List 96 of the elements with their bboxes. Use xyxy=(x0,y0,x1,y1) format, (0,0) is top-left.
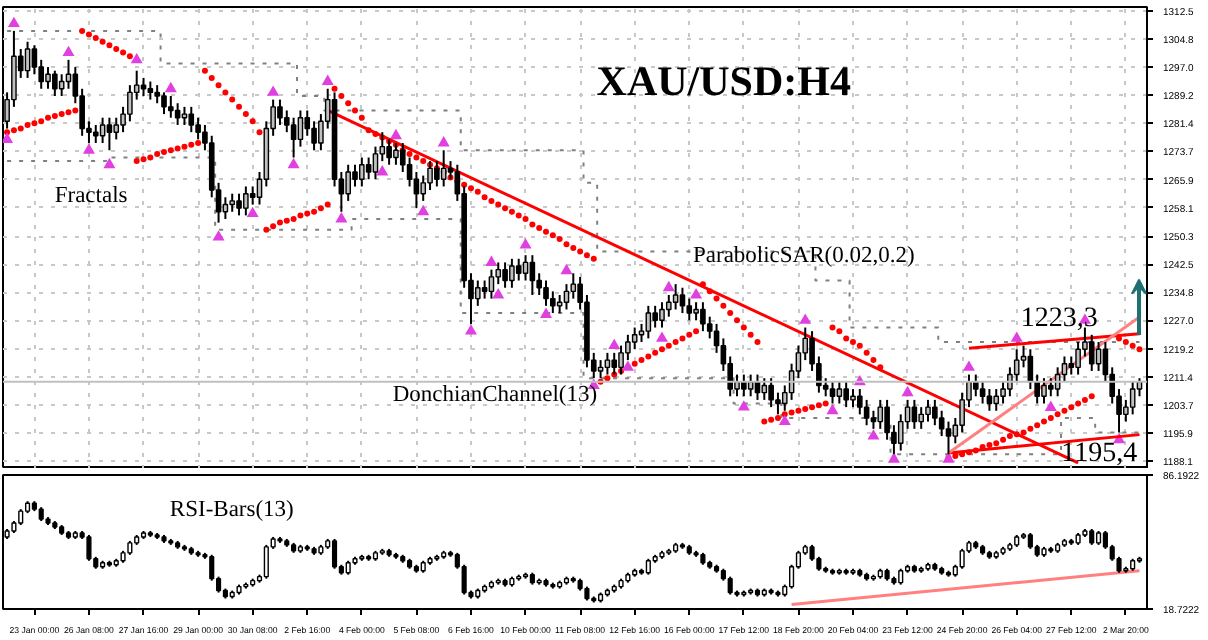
candlestick xyxy=(236,192,242,217)
candlestick xyxy=(959,547,965,570)
annotation: ParabolicSAR(0.02,0.2) xyxy=(692,244,915,269)
candlestick xyxy=(509,257,515,289)
candlestick xyxy=(263,543,269,580)
point xyxy=(962,360,975,371)
candlestick xyxy=(1048,377,1054,398)
candlestick xyxy=(522,254,529,282)
candlestick xyxy=(331,537,338,570)
candlestick xyxy=(168,95,174,119)
point xyxy=(389,128,402,140)
candlestick xyxy=(604,351,611,376)
point xyxy=(485,255,498,266)
candlestick xyxy=(52,69,58,97)
annotation: 1223,3 xyxy=(1020,303,1098,334)
point xyxy=(335,212,348,223)
candlestick xyxy=(652,304,658,329)
point xyxy=(662,280,675,292)
candlestick xyxy=(925,398,931,423)
candlestick xyxy=(140,76,147,97)
text: XAU/USD:H4 xyxy=(596,56,852,105)
candlestick xyxy=(352,163,358,188)
candlestick xyxy=(1068,355,1075,376)
point xyxy=(464,324,477,335)
candlestick xyxy=(993,388,1000,412)
point xyxy=(560,263,573,275)
candlestick xyxy=(243,185,249,217)
candlestick xyxy=(359,156,365,188)
candlestick xyxy=(850,388,856,409)
candlestick xyxy=(86,533,92,562)
point xyxy=(690,288,703,299)
candlestick xyxy=(543,279,549,307)
point xyxy=(437,136,450,147)
candlestick xyxy=(488,268,495,300)
candlestick xyxy=(474,279,481,307)
point xyxy=(321,74,334,85)
candlestick xyxy=(768,377,774,409)
point xyxy=(826,403,839,415)
point xyxy=(164,81,177,93)
point xyxy=(737,400,750,411)
candlestick xyxy=(365,156,372,181)
candlestick xyxy=(229,192,236,213)
candlestick xyxy=(693,301,699,322)
point xyxy=(287,157,300,169)
point xyxy=(130,52,143,64)
candlestick xyxy=(679,286,686,315)
candlestick xyxy=(645,304,652,340)
annotation: RSI-Bars(13) xyxy=(169,497,295,522)
candlestick xyxy=(1088,333,1095,372)
point xyxy=(519,238,532,249)
candlestick xyxy=(700,301,706,333)
candlestick xyxy=(918,406,925,430)
candlestick xyxy=(659,301,665,329)
point xyxy=(376,165,389,176)
point xyxy=(103,157,116,169)
point xyxy=(492,288,505,299)
point xyxy=(655,331,668,342)
point xyxy=(901,385,914,397)
point xyxy=(1010,331,1023,342)
point xyxy=(608,338,621,350)
candlestick xyxy=(515,257,522,282)
candlestick xyxy=(843,380,849,409)
point xyxy=(799,313,812,324)
candlestick xyxy=(672,283,679,311)
candlestick xyxy=(24,40,31,79)
point xyxy=(540,307,553,318)
point xyxy=(82,143,95,154)
candlestick xyxy=(979,380,986,405)
point xyxy=(212,230,225,241)
candlestick xyxy=(502,261,508,289)
point xyxy=(3,132,14,143)
candlestick xyxy=(106,116,113,152)
point xyxy=(267,85,280,96)
annotation: DonchianChannel(13) xyxy=(392,383,598,408)
candlestick xyxy=(45,66,51,90)
candlestick xyxy=(277,98,283,126)
candlestick xyxy=(481,279,488,300)
candlestick xyxy=(188,105,195,134)
point xyxy=(62,45,75,57)
point xyxy=(867,429,880,440)
point xyxy=(1044,400,1057,411)
point xyxy=(778,414,791,426)
candlestick xyxy=(911,398,918,430)
candlestick xyxy=(147,80,154,101)
point xyxy=(246,206,259,218)
candlestick xyxy=(161,91,167,116)
point xyxy=(7,16,20,28)
candlestick xyxy=(877,398,884,430)
candlestick xyxy=(99,116,106,145)
annotation: 1195,4 xyxy=(1061,438,1138,469)
annotation: Fractals xyxy=(54,184,129,209)
candlestick xyxy=(92,123,99,145)
candlestick xyxy=(181,105,188,126)
candlestick xyxy=(249,185,256,206)
point xyxy=(417,204,430,216)
point xyxy=(887,452,900,463)
